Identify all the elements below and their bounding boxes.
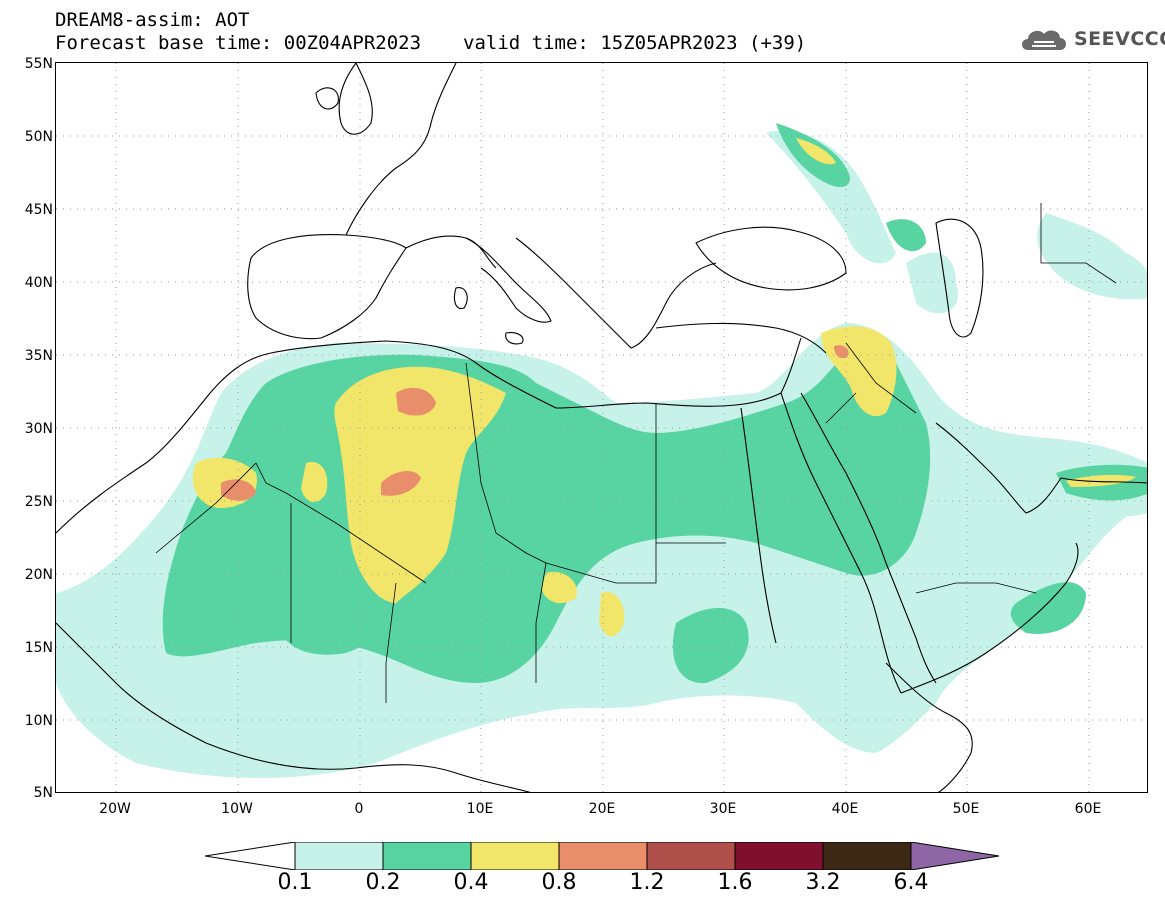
time-info: Forecast base time: 00Z04APR2023 valid ti… bbox=[55, 32, 806, 54]
legend-arrow-high bbox=[910, 841, 1000, 871]
legend-swatch-0.1-0.2 bbox=[294, 841, 384, 871]
map-canvas bbox=[56, 63, 1147, 792]
base-time-label: Forecast base time: 00Z04APR2023 bbox=[55, 32, 422, 54]
lat-label: 20N bbox=[24, 567, 53, 583]
lon-label: 10W bbox=[221, 801, 253, 817]
lat-label: 15N bbox=[24, 640, 53, 656]
legend-bar bbox=[204, 841, 1000, 871]
lon-label: 10E bbox=[466, 801, 494, 817]
legend-tick: 0.8 bbox=[541, 870, 577, 895]
legend-tick: 3.2 bbox=[805, 870, 841, 895]
lon-label: 0 bbox=[354, 801, 364, 817]
lon-label: 30E bbox=[709, 801, 737, 817]
lat-label: 30N bbox=[24, 421, 53, 437]
legend-tick: 0.1 bbox=[277, 870, 313, 895]
lon-label: 50E bbox=[952, 801, 980, 817]
lon-label: 60E bbox=[1074, 801, 1102, 817]
color-legend bbox=[204, 841, 1000, 871]
brand-name: SEEVCCC bbox=[1074, 28, 1165, 50]
legend-tick: 0.2 bbox=[365, 870, 401, 895]
lat-label: 35N bbox=[24, 348, 53, 364]
lat-label: 5N bbox=[33, 785, 53, 801]
legend-tick: 6.4 bbox=[893, 870, 929, 895]
valid-time-label: valid time: 15Z05APR2023 (+39) bbox=[463, 32, 807, 54]
legend-arrow-low bbox=[204, 841, 296, 871]
lon-label: 20W bbox=[99, 801, 131, 817]
legend-swatch-0.2-0.4 bbox=[382, 841, 472, 871]
map-title: DREAM8-assim: AOT bbox=[55, 9, 250, 31]
coastlines bbox=[56, 63, 1147, 792]
lat-label: 45N bbox=[24, 202, 53, 218]
legend-swatch-1.6-3.2 bbox=[734, 841, 824, 871]
legend-tick: 1.6 bbox=[717, 870, 753, 895]
lon-label: 20E bbox=[588, 801, 616, 817]
graticule bbox=[56, 63, 1147, 792]
lat-label: 50N bbox=[24, 129, 53, 145]
legend-swatch-1.2-1.6 bbox=[646, 841, 736, 871]
legend-swatch-0.8-1.2 bbox=[558, 841, 648, 871]
lat-label: 40N bbox=[24, 275, 53, 291]
legend-tick: 0.4 bbox=[453, 870, 489, 895]
borders bbox=[155, 203, 1117, 703]
aot-level-0.8-1.2 bbox=[221, 345, 849, 501]
seevccc-logo: SEEVCCC bbox=[1018, 22, 1165, 56]
lat-label: 55N bbox=[24, 56, 53, 72]
legend-tick: 1.2 bbox=[629, 870, 665, 895]
aot-map bbox=[55, 62, 1148, 793]
cloud-icon bbox=[1022, 30, 1066, 50]
legend-swatch-0.4-0.8 bbox=[470, 841, 560, 871]
lat-label: 10N bbox=[24, 713, 53, 729]
lat-label: 25N bbox=[24, 494, 53, 510]
lon-label: 40E bbox=[831, 801, 859, 817]
legend-swatch-3.2-6.4 bbox=[822, 841, 912, 871]
